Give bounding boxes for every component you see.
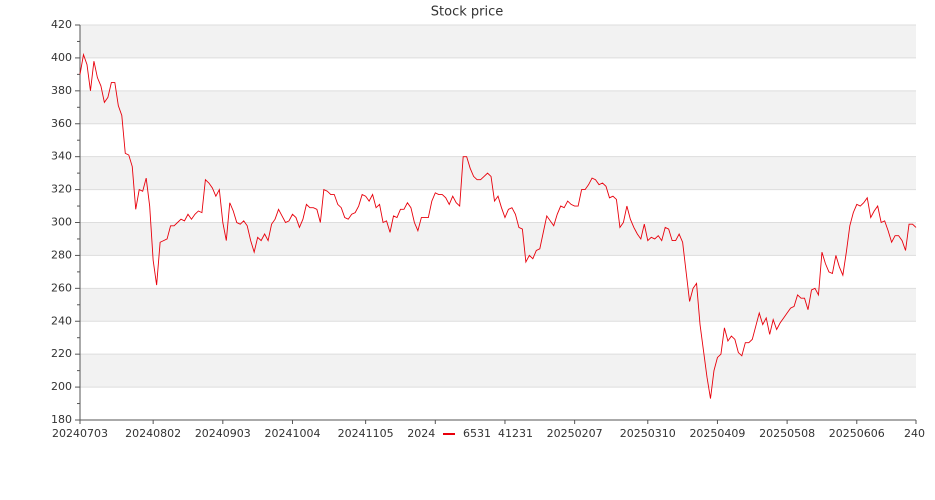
y-tick-label: 240 <box>51 314 72 327</box>
x-tick-label: 240 <box>904 427 925 440</box>
grid-band <box>80 255 916 289</box>
y-tick-label: 380 <box>51 84 72 97</box>
x-tick-label: 20240802 <box>125 427 181 440</box>
y-tick-label: 180 <box>51 413 72 426</box>
x-tick-label: 20250310 <box>620 427 676 440</box>
grid-band <box>80 189 916 223</box>
grid-band <box>80 123 916 157</box>
x-tick-label: 20241105 <box>338 427 394 440</box>
x-tick-label: 20250606 <box>829 427 885 440</box>
y-tick-label: 200 <box>51 380 72 393</box>
legend-label: 6531 <box>463 427 491 440</box>
x-tick-label: 20241004 <box>264 427 320 440</box>
x-tick-label: 20240703 <box>52 427 108 440</box>
chart-title: Stock price <box>431 5 503 20</box>
y-tick-label: 320 <box>51 183 72 196</box>
y-tick-label: 300 <box>51 216 72 229</box>
grid-band <box>80 288 916 322</box>
grid-band <box>80 90 916 124</box>
grid-band <box>80 387 916 420</box>
grid-band <box>80 222 916 256</box>
grid-band <box>80 321 916 355</box>
grid-band <box>80 25 916 58</box>
y-tick-label: 400 <box>51 51 72 64</box>
y-tick-label: 220 <box>51 347 72 360</box>
y-tick-label: 420 <box>51 18 72 31</box>
x-tick-label: 20250409 <box>689 427 745 440</box>
grid-band <box>80 57 916 91</box>
y-tick-label: 280 <box>51 248 72 261</box>
grid-band <box>80 156 916 190</box>
x-tick-label: 20250207 <box>547 427 603 440</box>
y-tick-label: 360 <box>51 117 72 130</box>
y-tick-label: 260 <box>51 281 72 294</box>
legend-box <box>436 423 498 444</box>
y-tick-label: 340 <box>51 150 72 163</box>
legend: 6531 <box>436 423 498 444</box>
x-tick-label: 20240903 <box>195 427 251 440</box>
price-line <box>79 52 917 399</box>
x-tick-label: 20250508 <box>759 427 815 440</box>
grid-band <box>80 354 916 388</box>
